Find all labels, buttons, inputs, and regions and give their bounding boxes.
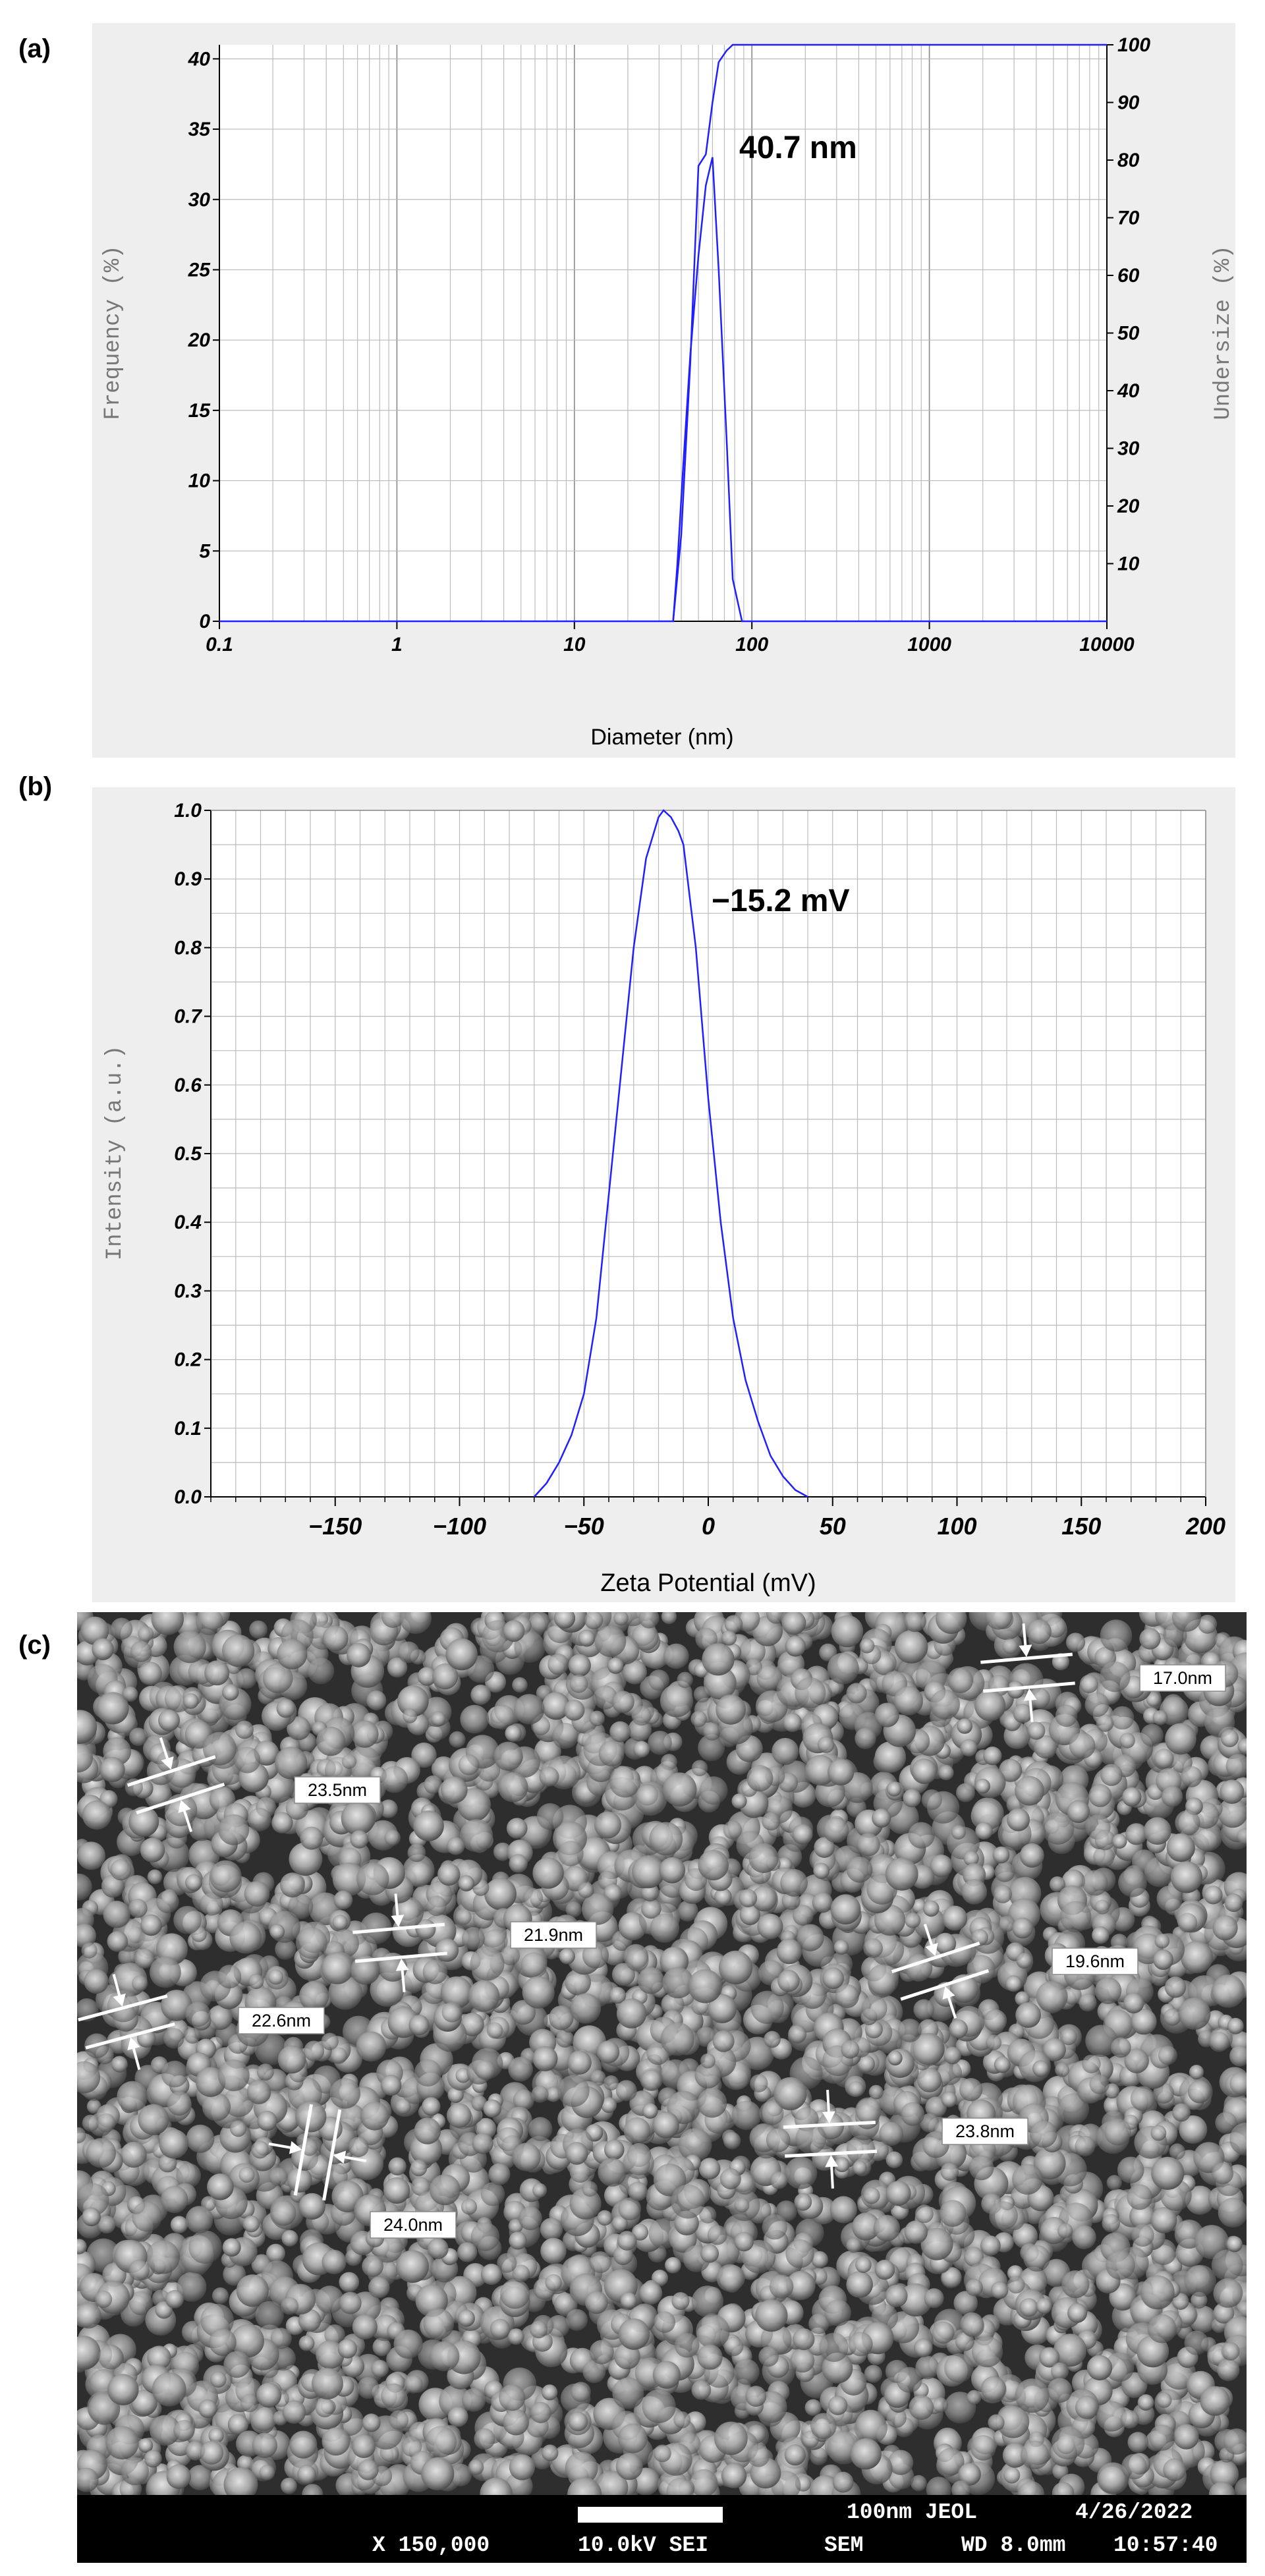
- sem-measurement-marker: [891, 1924, 990, 2019]
- chart-a-y2tick-label: 50: [1117, 323, 1140, 345]
- chart-b-ytick-label: 0.1: [174, 1418, 202, 1440]
- panel-label-b: (b): [18, 772, 53, 801]
- chart-b-xtick-label: 100: [937, 1513, 976, 1540]
- chart-b-xtick-label: −50: [564, 1513, 604, 1540]
- svg-text:23.5nm: 23.5nm: [308, 1780, 367, 1800]
- chart-b-xtick-label: 50: [820, 1513, 846, 1540]
- chart-a-y2tick-label: 100: [1117, 34, 1150, 56]
- sem-measurement-label: 21.9nm: [510, 1921, 597, 1949]
- chart-a-y2tick-label: 60: [1117, 265, 1140, 287]
- chart-a-ytick-label: 35: [188, 119, 211, 140]
- sem-measurement-marker: [980, 1623, 1075, 1722]
- chart-b-xtick-label: −150: [308, 1513, 362, 1540]
- chart-a-xtick-label: 1000: [907, 634, 951, 656]
- svg-text:24.0nm: 24.0nm: [383, 2215, 443, 2235]
- svg-text:22.6nm: 22.6nm: [252, 2011, 311, 2030]
- sem-measurement-label: 19.6nm: [1052, 1947, 1138, 1975]
- chart-a-y2tick-label: 90: [1117, 92, 1140, 114]
- chart-a-ytick-label: 25: [188, 259, 211, 281]
- chart-a-plot-area: [219, 45, 1107, 621]
- chart-a-xtick-label: 0.1: [206, 634, 233, 656]
- zeta-potential-chart: 0.0 0.1 0.2 0.3 0.4 0.5 0.6 0.7 0.8 0.9 1.0 −150 −10…: [92, 787, 1235, 1602]
- sem-measurement-label: 17.0nm: [1139, 1664, 1226, 1692]
- svg-text:23.8nm: 23.8nm: [955, 2121, 1015, 2141]
- chart-b-annotation: −15.2 mV: [712, 883, 849, 918]
- chart-a-ytick-label: 5: [199, 540, 211, 562]
- svg-text:17.0nm: 17.0nm: [1153, 1668, 1212, 1688]
- chart-a-ytick-label: 40: [188, 48, 211, 70]
- chart-b-xtick-label: 0: [702, 1513, 715, 1540]
- chart-b-xlabel: Zeta Potential (mV): [600, 1569, 816, 1597]
- chart-a-xtick-label: 10: [563, 634, 586, 656]
- panel-label-c: (c): [18, 1631, 51, 1660]
- chart-b-ytick-label: 0.5: [174, 1143, 202, 1165]
- chart-b-ytick-label: 0.9: [174, 868, 202, 890]
- sem-particles: [77, 1612, 1247, 2495]
- chart-a-ylabel: Frequency (%): [101, 245, 126, 420]
- chart-b-ylabel: Intensity (a.u.): [103, 1046, 128, 1260]
- chart-b-xtick-label: −100: [433, 1513, 486, 1540]
- chart-a-y2tick-label: 40: [1117, 380, 1140, 402]
- chart-b-ytick-label: 0.8: [174, 937, 202, 959]
- chart-b-ytick-label: 0.7: [174, 1006, 202, 1028]
- sem-info-bar: 100nm JEOL 4/26/2022 X 150,000 10.0kV SE…: [77, 2495, 1247, 2563]
- sem-measurement-label: 22.6nm: [238, 2007, 325, 2034]
- sem-measurement-label: 24.0nm: [370, 2211, 457, 2239]
- svg-text:19.6nm: 19.6nm: [1065, 1951, 1125, 1971]
- sem-scale-label: 100nm JEOL: [847, 2500, 978, 2525]
- chart-a-undersize-line: [672, 43, 1107, 622]
- sem-measurement-label: 23.5nm: [294, 1776, 381, 1804]
- sem-date: 4/26/2022: [1075, 2500, 1193, 2525]
- chart-b-ytick-label: 0.2: [174, 1349, 202, 1371]
- chart-a-y2tick-label: 80: [1117, 150, 1140, 171]
- chart-a-ytick-label: 15: [188, 400, 211, 422]
- sem-magnification: X 150,000: [372, 2533, 490, 2558]
- sem-mode: SEM: [824, 2533, 864, 2558]
- chart-a-y2tick-label: 70: [1117, 208, 1140, 229]
- chart-a-xtick-label: 10000: [1079, 634, 1135, 656]
- svg-text:21.9nm: 21.9nm: [524, 1925, 583, 1945]
- chart-a-y2tick-label: 10: [1117, 553, 1140, 575]
- sem-annotations: 23.5nm 21.9nm 22.6nm 24.0nm 17.0nm 19.6nm 23.8…: [78, 1623, 1226, 2239]
- chart-a-y2tick-label: 20: [1117, 495, 1140, 517]
- chart-a-xtick-label: 100: [735, 634, 768, 656]
- scale-bar: [578, 2507, 723, 2523]
- chart-b-ytick-label: 0.4: [174, 1212, 202, 1233]
- chart-a-ytick-label: 0: [199, 611, 210, 632]
- chart-a-ytick-label: 30: [188, 189, 211, 211]
- sem-micrograph: 23.5nm 21.9nm 22.6nm 24.0nm 17.0nm 19.6nm 23.8…: [77, 1612, 1247, 2495]
- sem-voltage: 10.0kV SEI: [578, 2533, 709, 2558]
- sem-measurement-marker: [268, 2104, 367, 2201]
- chart-a-ytick-label: 10: [188, 470, 211, 492]
- size-distribution-chart: 0 5 10 15 20 25 30 35 40 10 20 30 40 50 60 70 80 90 100 0.1…: [92, 23, 1236, 758]
- sem-measurement-marker: [78, 1974, 175, 2070]
- chart-b-ytick-label: 0.6: [174, 1075, 202, 1096]
- chart-a-xtick-label: 1: [391, 634, 403, 656]
- chart-a-y2label: Undersize (%): [1211, 245, 1236, 420]
- chart-a-xlabel: Diameter (nm): [590, 725, 733, 750]
- chart-b-xtick-label: 150: [1061, 1513, 1101, 1540]
- sem-measurement-marker: [783, 2089, 878, 2189]
- chart-a-y2tick-label: 30: [1117, 438, 1140, 460]
- panel-label-a: (a): [18, 34, 51, 63]
- chart-b-ytick-label: 0.3: [174, 1280, 202, 1302]
- chart-b-ytick-label: 0.0: [174, 1486, 202, 1508]
- chart-b-xtick-label: 200: [1185, 1513, 1225, 1540]
- sem-wd: WD 8.0mm: [961, 2533, 1066, 2558]
- sem-measurement-label: 23.8nm: [942, 2117, 1028, 2145]
- chart-b-intensity-line: [533, 809, 808, 1498]
- sem-measurement-marker: [126, 1737, 225, 1832]
- sem-time: 10:57:40: [1113, 2533, 1218, 2558]
- chart-b-ytick-label: 1.0: [174, 800, 202, 822]
- chart-a-annotation: 40.7 nm: [739, 130, 857, 165]
- chart-a-ytick-label: 20: [188, 329, 211, 351]
- sem-measurement-marker: [352, 1893, 447, 1992]
